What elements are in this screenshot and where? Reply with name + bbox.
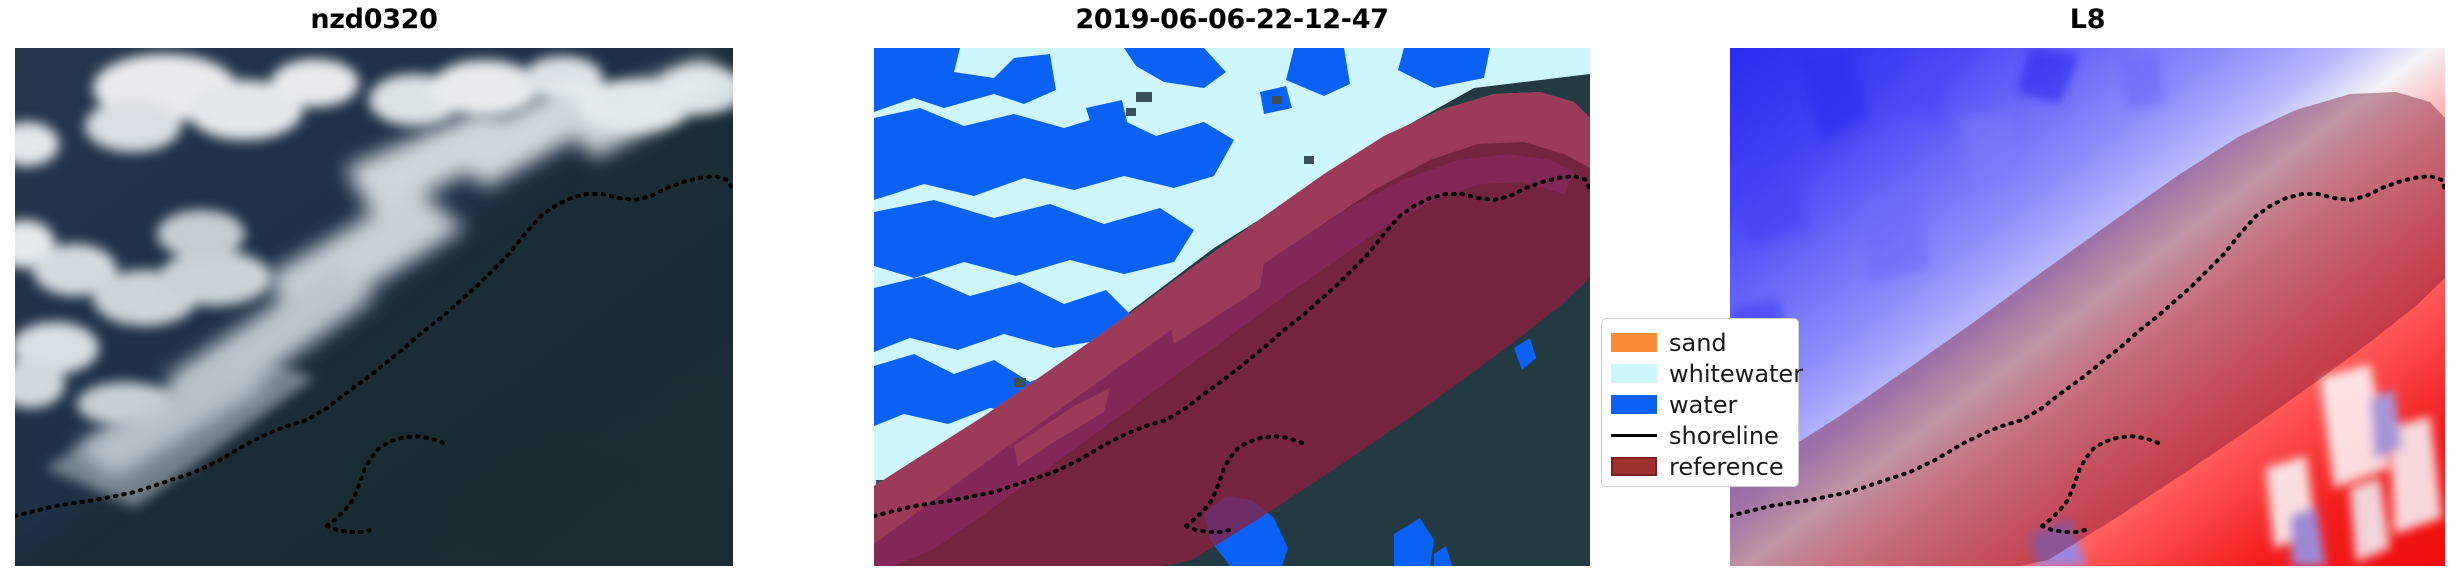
legend-entry-water: water — [1611, 389, 1789, 420]
legend-label-shoreline: shoreline — [1669, 421, 1779, 450]
panel-title-rgb-scene: nzd0320 — [310, 4, 438, 35]
raster-land-mask — [15, 48, 733, 566]
panel-classification: 2019-06-06-22-12-47 — [858, 0, 1606, 587]
axes-classification — [874, 48, 1590, 566]
legend-box: sand whitewater water shoreline referenc… — [1601, 318, 1803, 487]
legend-entry-shoreline: shoreline — [1611, 420, 1789, 451]
legend-entry-reference: reference — [1611, 451, 1789, 482]
panel-index-l8: L8 — [1714, 0, 2460, 587]
panel-title-index-l8: L8 — [2069, 4, 2106, 35]
raster-reference-buffer — [874, 92, 1590, 566]
axes-index-l8 — [1730, 48, 2445, 566]
whitewater-swatch — [1611, 364, 1657, 383]
reference-swatch — [1611, 457, 1657, 476]
legend-label-whitewater: whitewater — [1669, 359, 1804, 388]
legend-entry-sand: sand — [1611, 327, 1789, 358]
legend-entry-whitewater: whitewater — [1611, 358, 1803, 389]
legend-label-sand: sand — [1669, 328, 1727, 357]
legend-label-reference: reference — [1669, 452, 1784, 481]
panel-rgb-scene: nzd0320 — [0, 0, 748, 587]
water-swatch — [1611, 395, 1657, 414]
legend-label-water: water — [1669, 390, 1738, 419]
shoreline-line-sample — [1611, 426, 1657, 445]
sand-swatch — [1611, 333, 1657, 352]
raster-reference-buffer-l8 — [1730, 92, 2445, 566]
panel-title-classification: 2019-06-06-22-12-47 — [1075, 4, 1389, 35]
axes-rgb-scene — [15, 48, 733, 566]
